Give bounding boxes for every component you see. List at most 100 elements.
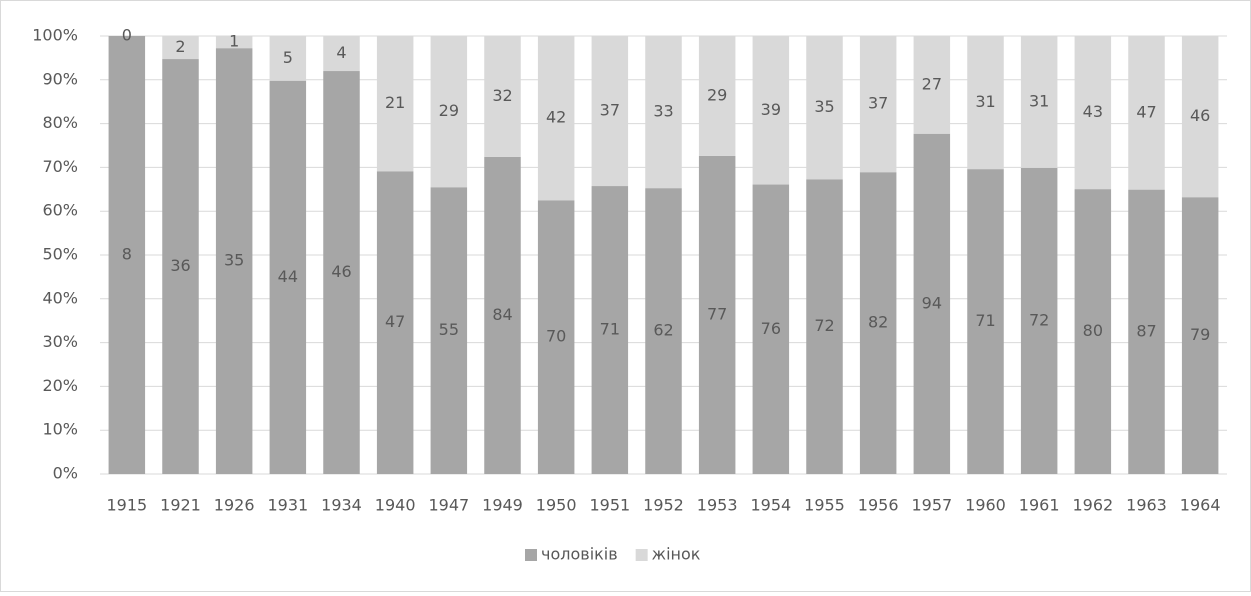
data-label: 55 (439, 320, 459, 339)
data-label: 29 (707, 85, 727, 104)
data-label: 31 (1029, 91, 1049, 110)
bar-segment (1181, 36, 1219, 198)
bar-segment (1128, 36, 1165, 190)
bar-segment (323, 36, 360, 72)
data-label: 79 (1190, 325, 1210, 344)
data-label: 4 (336, 43, 346, 62)
bar-segment (1020, 167, 1058, 474)
bar-segment (1181, 197, 1219, 474)
y-tick-label: 60% (42, 201, 78, 220)
bar-segment (967, 36, 1004, 170)
bar-segment (752, 36, 790, 185)
legend-swatch (635, 549, 648, 561)
data-label: 84 (492, 305, 512, 324)
data-label: 33 (653, 102, 673, 121)
bar-segment (215, 36, 253, 49)
x-tick-label: 1960 (965, 496, 1006, 515)
data-label: 46 (331, 262, 351, 281)
data-label: 71 (975, 311, 995, 330)
x-tick-label: 1962 (1072, 496, 1113, 515)
bar-segment (645, 36, 682, 189)
bar-segment (913, 133, 951, 474)
data-label: 62 (653, 321, 673, 340)
x-tick-label: 1940 (375, 496, 416, 515)
data-label: 1 (229, 32, 239, 51)
data-label: 27 (922, 74, 942, 93)
bar-segment (591, 36, 629, 187)
bar-segment (913, 36, 951, 134)
bar-segment (1074, 36, 1112, 190)
data-label: 31 (975, 92, 995, 111)
data-label: 70 (546, 327, 566, 346)
bar-segment (537, 200, 575, 474)
data-label: 77 (707, 304, 727, 323)
data-label: 5 (283, 48, 293, 67)
y-tick-label: 100% (32, 26, 78, 45)
x-tick-label: 1921 (160, 496, 201, 515)
bar-segment (430, 36, 468, 188)
x-tick-label: 1957 (911, 496, 952, 515)
x-tick-label: 1953 (697, 496, 738, 515)
bar-segment (698, 155, 736, 474)
data-label: 35 (814, 97, 834, 116)
bar-segment (484, 36, 521, 157)
data-label: 87 (1136, 321, 1156, 340)
x-tick-label: 1915 (106, 496, 147, 515)
bar-segment (1020, 36, 1058, 168)
bar-segment (1128, 189, 1165, 474)
x-tick-label: 1934 (321, 496, 362, 515)
x-tick-label: 1963 (1126, 496, 1167, 515)
data-label: 80 (1083, 321, 1103, 340)
bar-segment (698, 36, 736, 156)
bar-segment (806, 36, 843, 180)
data-label: 72 (814, 316, 834, 335)
x-tick-label: 1926 (214, 496, 255, 515)
bar-segment (645, 188, 682, 474)
x-tick-label: 1931 (267, 496, 308, 515)
x-tick-label: 1951 (589, 496, 630, 515)
bar-segment (537, 36, 575, 201)
bar-segment (108, 36, 146, 474)
legend-label: чоловіків (541, 545, 618, 564)
x-tick-label: 1950 (536, 496, 577, 515)
data-label: 37 (600, 101, 620, 120)
data-label: 39 (761, 100, 781, 119)
data-label: 8 (122, 245, 132, 264)
bar-segment (162, 36, 199, 60)
data-label: 2 (175, 37, 185, 56)
x-tick-label: 1961 (1019, 496, 1060, 515)
data-label: 36 (170, 256, 190, 275)
data-label: 94 (922, 293, 942, 312)
y-tick-label: 40% (42, 288, 78, 307)
bar-segment (215, 48, 253, 475)
x-tick-label: 1955 (804, 496, 845, 515)
bar-segment (1074, 189, 1112, 474)
y-tick-label: 20% (42, 376, 78, 395)
x-tick-label: 1964 (1180, 496, 1221, 515)
x-tick-label: 1949 (482, 496, 523, 515)
bar-segment (376, 36, 414, 172)
bar-segment (162, 59, 199, 474)
bar-segment (967, 169, 1004, 474)
bar-segment (269, 80, 307, 474)
data-label: 72 (1029, 310, 1049, 329)
x-tick-label: 1956 (858, 496, 899, 515)
data-label: 29 (439, 101, 459, 120)
x-tick-label: 1954 (750, 496, 791, 515)
x-tick-label: 1947 (428, 496, 469, 515)
bar-segment (591, 186, 629, 475)
y-tick-label: 90% (42, 69, 78, 88)
data-label: 82 (868, 313, 888, 332)
data-label: 0 (122, 26, 132, 45)
data-label: 76 (761, 319, 781, 338)
y-tick-label: 70% (42, 157, 78, 176)
y-tick-label: 30% (42, 332, 78, 351)
bar-segment (859, 172, 897, 474)
data-label: 46 (1190, 106, 1210, 125)
bar-segment (269, 36, 307, 81)
bar-segment (806, 179, 843, 474)
data-label: 47 (385, 312, 405, 331)
bar-segment (752, 184, 790, 474)
data-label: 42 (546, 108, 566, 127)
